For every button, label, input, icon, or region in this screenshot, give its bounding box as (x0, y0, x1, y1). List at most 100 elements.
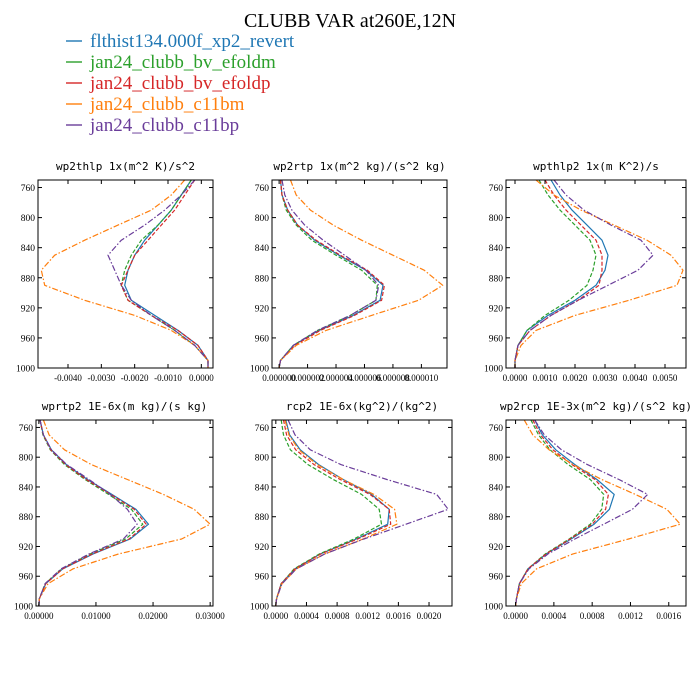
panel-title: wp2rtp 1x(m^2 kg)/(s^2 kg) (273, 160, 445, 173)
plot-frame (271, 419, 453, 607)
series-line (514, 180, 609, 368)
y-tick-label: 1000 (484, 603, 503, 613)
y-tick-label: 880 (255, 274, 270, 284)
x-tick-label: 0.00000 (24, 611, 54, 621)
legend-entry: jan24_clubb_c11bm (66, 94, 245, 115)
plot-frame (35, 419, 214, 607)
y-tick-label: 1000 (250, 365, 269, 375)
y-tick-label: 920 (255, 304, 270, 314)
x-tick-label: 0.000010 (405, 373, 439, 383)
y-tick-label: 800 (489, 214, 504, 224)
x-tick-label: 0.0008 (580, 611, 605, 621)
panel-title: wp2thlp 1x(m^2 K)/s^2 (56, 160, 195, 173)
series-line (38, 420, 211, 606)
series-line (275, 420, 390, 606)
x-tick-label: 0.0040 (623, 373, 648, 383)
plot-frame (505, 419, 687, 607)
y-tick-label: 920 (21, 304, 36, 314)
y-tick-label: 840 (255, 483, 270, 493)
y-tick-label: 800 (21, 214, 36, 224)
x-tick-label: 0.0004 (294, 611, 319, 621)
y-tick-label: 1000 (14, 603, 33, 613)
series-line (275, 420, 383, 606)
x-tick-label: 0.0030 (593, 373, 618, 383)
legend-entry: jan24_clubb_c11bp (66, 115, 239, 136)
x-tick-label: -0.0010 (154, 373, 182, 383)
chart-panel-4: wprtp2 1E-6x(m kg)/(s kg) 760 800 840 880 920… (14, 400, 225, 621)
y-tick-label: 920 (19, 543, 34, 553)
series-line (38, 420, 144, 606)
plot-frame (505, 179, 687, 369)
x-tick-label: 0.0016 (656, 611, 681, 621)
x-tick-label: 0.0000 (503, 373, 528, 383)
legend-label: jan24_clubb_bv_efoldp (89, 73, 270, 94)
x-tick-label: 0.03000 (196, 611, 226, 621)
series-lines (278, 180, 444, 368)
x-tick-label: 0.000008 (376, 373, 410, 383)
x-tick-label: 0.0000 (189, 373, 214, 383)
y-tick-label: 880 (489, 513, 504, 523)
x-tick-label: 0.0020 (563, 373, 588, 383)
x-tick-label: 0.02000 (138, 611, 168, 621)
chart-panels: wp2thlp 1x(m^2 K)/s^2 760 800 840 880 920 960 1… (14, 160, 692, 621)
y-tick-label: 920 (489, 304, 504, 314)
series-line (275, 420, 392, 606)
legend-entry: jan24_clubb_bv_efoldm (66, 52, 276, 73)
y-tick-label: 960 (489, 334, 504, 344)
y-tick-label: 760 (255, 424, 270, 434)
x-tick-label: 0.000002 (291, 373, 325, 383)
y-tick-label: 840 (19, 483, 34, 493)
figure-title: CLUBB VAR at260E,12N (244, 10, 456, 32)
y-tick-label: 840 (21, 244, 36, 254)
y-tick-label: 840 (489, 483, 504, 493)
figure-legend: flthist134.000f_xp2_revertjan24_clubb_bv… (66, 31, 295, 136)
x-tick-label: -0.0030 (87, 373, 115, 383)
series-line (120, 180, 209, 368)
series-line (278, 180, 378, 368)
y-tick-label: 800 (489, 454, 504, 464)
x-tick-label: 0.0010 (533, 373, 558, 383)
panel-title: wpthlp2 1x(m K^2)/s (533, 160, 659, 173)
series-line (107, 180, 209, 368)
x-tick-label: -0.0020 (121, 373, 149, 383)
y-tick-label: 840 (489, 244, 504, 254)
y-tick-label: 760 (21, 184, 36, 194)
y-tick-label: 960 (255, 573, 270, 583)
series-line (38, 420, 138, 606)
chart-panel-2: wp2rtp 1x(m^2 kg)/(s^2 kg) 760 800 840 880 92… (250, 160, 448, 383)
series-line (38, 420, 150, 606)
y-tick-label: 1000 (484, 365, 503, 375)
legend-label: jan24_clubb_c11bp (89, 115, 239, 136)
x-tick-label: -0.0040 (54, 373, 82, 383)
plot-frame (271, 179, 448, 369)
series-lines (38, 420, 211, 606)
x-tick-label: 0.000006 (348, 373, 382, 383)
series-line (515, 420, 610, 606)
y-tick-label: 920 (255, 543, 270, 553)
x-tick-label: 0.0012 (618, 611, 643, 621)
legend-label: jan24_clubb_c11bm (89, 94, 245, 115)
chart-panel-3: wpthlp2 1x(m K^2)/s 760 800 840 880 920 960 100… (484, 160, 687, 383)
y-tick-label: 920 (489, 543, 504, 553)
series-line (278, 180, 444, 368)
series-lines (275, 420, 449, 606)
series-line (278, 180, 384, 368)
panel-title: wprtp2 1E-6x(m kg)/(s kg) (42, 400, 208, 413)
y-tick-label: 960 (19, 573, 34, 583)
x-tick-label: 0.0020 (417, 611, 442, 621)
y-tick-label: 1000 (250, 603, 269, 613)
y-tick-label: 760 (489, 424, 504, 434)
x-tick-label: 0.01000 (81, 611, 111, 621)
y-tick-label: 880 (19, 513, 34, 523)
y-tick-label: 800 (255, 214, 270, 224)
panel-title: wp2rcp 1E-3x(m^2 kg)/(s^2 kg) (500, 400, 692, 413)
series-line (515, 420, 649, 606)
x-tick-label: 0.0000 (263, 611, 288, 621)
legend-entry: jan24_clubb_bv_efoldp (66, 73, 270, 94)
series-line (514, 180, 597, 368)
series-line (514, 180, 684, 368)
y-tick-label: 880 (255, 513, 270, 523)
series-line (275, 420, 449, 606)
panel-title: rcp2 1E-6x(kg^2)/(kg^2) (286, 400, 438, 413)
